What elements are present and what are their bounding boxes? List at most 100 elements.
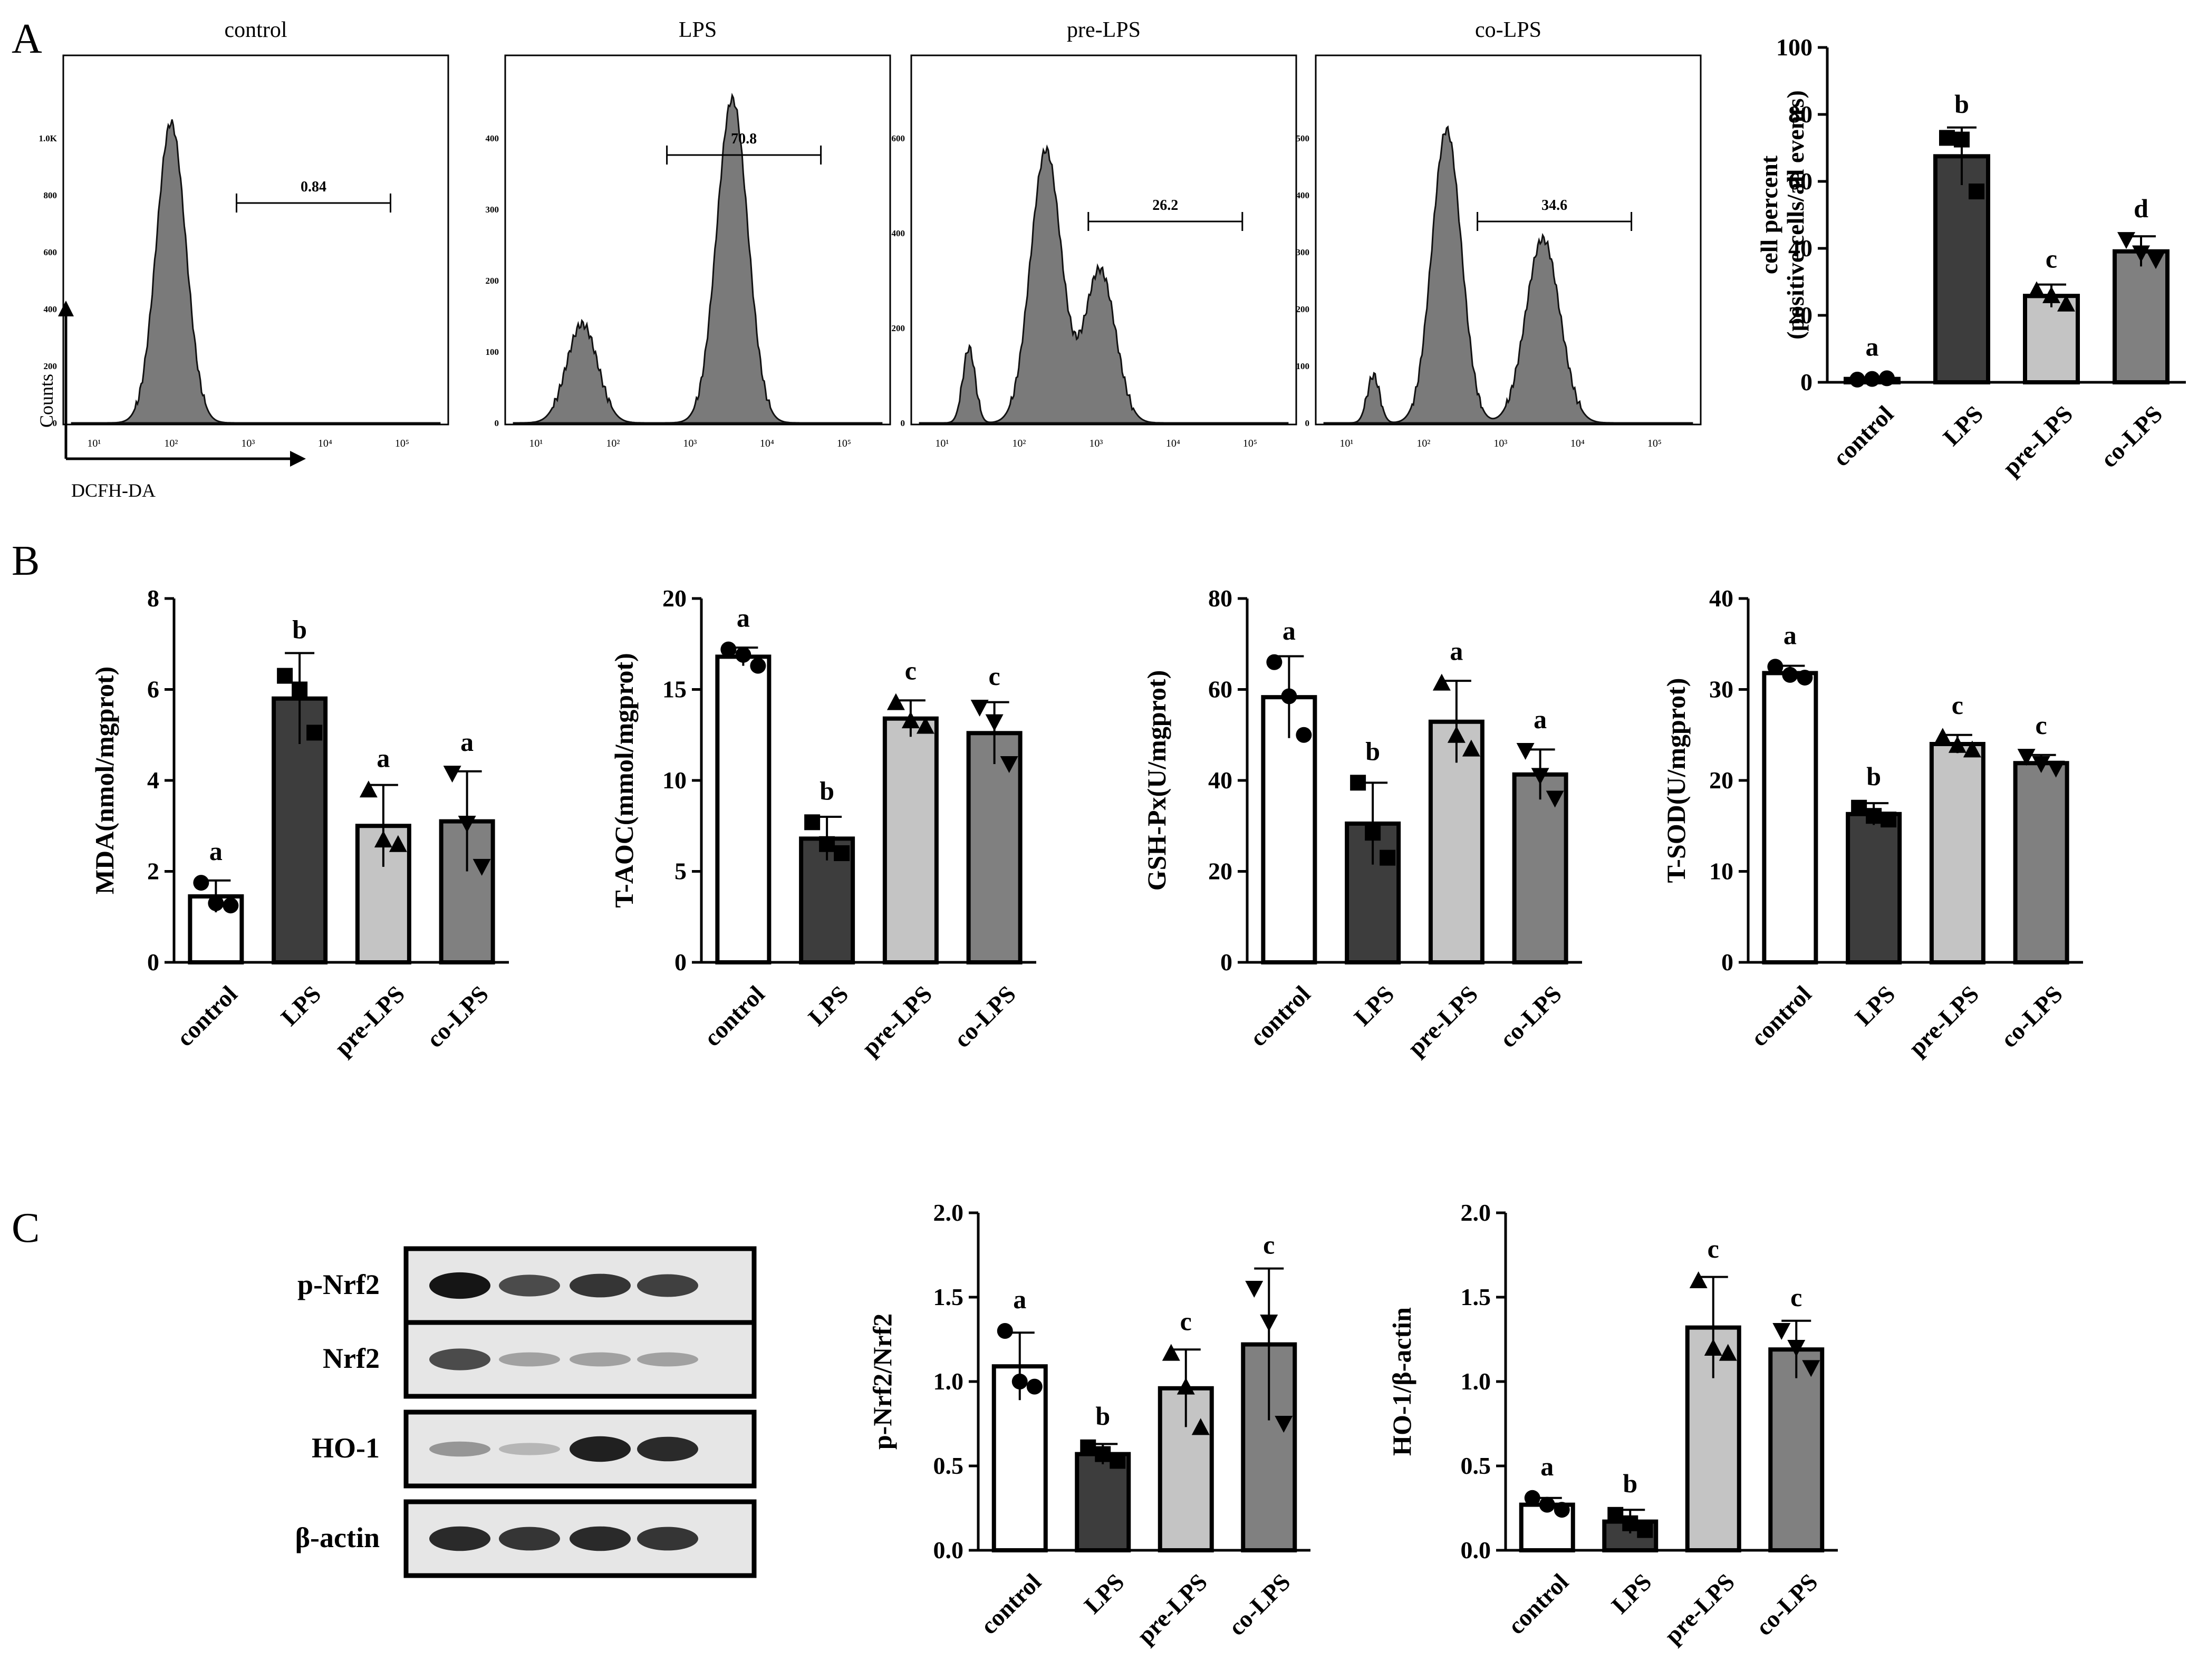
x-tick-label: pre-LPS — [1997, 400, 2078, 481]
data-point — [292, 681, 308, 698]
data-point — [1719, 1344, 1737, 1361]
bar-co-lps — [1768, 1347, 1825, 1552]
flow-plot-frame — [910, 54, 1297, 426]
significance-letter: a — [377, 743, 390, 773]
y-tick-label: 30 — [1709, 676, 1733, 703]
flow-y-tick-label: 100 — [486, 347, 499, 357]
flow-histogram — [71, 119, 441, 424]
x-tick-label: LPS — [1349, 980, 1400, 1031]
flow-x-tick-label: 10² — [164, 438, 178, 449]
significance-letter: a — [1866, 332, 1879, 361]
blot-row-label: HO-1 — [312, 1432, 380, 1464]
data-point — [1864, 371, 1880, 387]
significance-letter: c — [2036, 710, 2047, 740]
blot-band — [499, 1527, 560, 1551]
y-axis-label: MDA(nmol/mgprot) — [90, 667, 119, 894]
data-point — [2032, 756, 2050, 773]
flow-cytometry-panels: control 0 200 400 600 800 1.0K 10¹ 10² 10³ 10⁴ 10⁵ 0… — [36, 18, 1702, 501]
data-point — [1110, 1453, 1126, 1469]
panel-label-a: A — [12, 16, 42, 62]
flow-x-tick-label: 10³ — [241, 438, 255, 449]
blot-band — [637, 1274, 698, 1297]
x-tick-label: control — [1502, 1568, 1574, 1639]
x-tick-label: pre-LPS — [329, 980, 410, 1061]
data-point — [359, 780, 378, 798]
y-tick-label: 20 — [1208, 858, 1232, 885]
significance-letter: d — [2134, 194, 2148, 223]
flow-x-arrow-head — [290, 451, 306, 467]
blot-band — [637, 1352, 698, 1367]
data-point — [901, 711, 920, 729]
flow-y-tick-label: 0 — [901, 418, 905, 428]
data-point — [2057, 294, 2075, 312]
flow-plot-title: co-LPS — [1475, 18, 1541, 42]
x-tick-label: co-LPS — [1495, 980, 1567, 1053]
significance-letter: a — [1013, 1285, 1026, 1314]
x-tick-label: co-LPS — [1995, 980, 2068, 1053]
data-point — [1879, 370, 1895, 387]
flow-y-tick-label: 600 — [44, 247, 57, 257]
flow-x-tick-label: 10³ — [1089, 438, 1103, 449]
chart-c-ho1: 0.0 0.5 1.0 1.5 2.0 HO-1/β-actin a control b LPS c… — [1387, 1199, 1838, 1649]
data-point — [1447, 726, 1466, 743]
data-point — [1162, 1344, 1180, 1361]
blot-band — [429, 1348, 490, 1370]
data-point — [1948, 736, 1966, 753]
blot-band — [570, 1352, 631, 1367]
significance-letter: b — [820, 776, 834, 805]
flow-plot-title: pre-LPS — [1067, 18, 1141, 42]
flow-x-tick-label: 10² — [1416, 438, 1430, 449]
x-tick-label: co-LPS — [949, 980, 1021, 1053]
blot-band — [570, 1273, 631, 1298]
y-tick-label: 40 — [1208, 767, 1232, 794]
flow-y-tick-label: 100 — [1296, 361, 1310, 371]
data-point — [1260, 1315, 1278, 1331]
flow-y-tick-label: 0 — [495, 418, 499, 428]
data-point — [1546, 790, 1564, 808]
bar-co-lps — [966, 731, 1023, 965]
flow-x-tick-label: 10⁵ — [837, 438, 851, 449]
flow-gate-value: 70.8 — [731, 131, 757, 147]
flow-histogram — [919, 144, 1289, 424]
data-point — [1177, 1377, 1195, 1395]
data-point — [458, 815, 476, 833]
x-tick-label: pre-LPS — [1659, 1568, 1740, 1649]
bar-co-lps — [1512, 772, 1568, 964]
flow-x-tick-label: 10¹ — [1339, 438, 1353, 449]
x-tick-label: co-LPS — [421, 980, 494, 1053]
bar-co-lps — [2013, 761, 2069, 964]
flow-y-tick-label: 300 — [1296, 247, 1310, 257]
chart-a-cell-percent: 0 20 40 60 80 100 cell percent (positive cells/… — [1756, 34, 2186, 481]
y-tick-label: 0 — [1220, 949, 1232, 976]
data-point — [1782, 667, 1798, 683]
y-tick-label: 8 — [147, 585, 159, 612]
data-point — [1245, 1281, 1264, 1298]
data-point — [1554, 1502, 1570, 1518]
chart-c-pnrf2: 0.0 0.5 1.0 1.5 2.0 p-Nrf2/Nrf2 a control b LPS c p… — [867, 1199, 1310, 1649]
data-point — [1767, 659, 1784, 675]
data-point — [1380, 849, 1396, 866]
bar-co-lps — [2113, 249, 2170, 384]
data-point — [970, 700, 989, 717]
flow-x-tick-label: 10⁵ — [1243, 438, 1257, 449]
data-point — [1281, 688, 1297, 704]
significance-letter: a — [460, 727, 474, 757]
data-point — [1296, 727, 1312, 743]
flow-y-tick-label: 0 — [1305, 418, 1310, 428]
blot-row-3: HO-1 — [312, 1409, 757, 1489]
significance-letter: c — [1952, 690, 1963, 720]
flow-x-tick-label: 10¹ — [529, 438, 543, 449]
flow-histogram — [1323, 125, 1693, 424]
y-tick-label: 10 — [1709, 858, 1733, 885]
blot-band — [570, 1526, 631, 1551]
flow-y-tick-label: 500 — [1296, 133, 1310, 143]
x-tick-label: LPS — [1079, 1568, 1130, 1619]
blot-band — [499, 1275, 560, 1297]
blot-row-label: Nrf2 — [323, 1343, 380, 1374]
blot-row-label: p-Nrf2 — [297, 1269, 380, 1300]
y-tick-label: 0 — [147, 949, 159, 976]
blot-band — [429, 1441, 490, 1457]
x-tick-label: control — [975, 1568, 1046, 1639]
y-tick-label: 20 — [662, 585, 687, 612]
data-point — [1851, 799, 1867, 816]
